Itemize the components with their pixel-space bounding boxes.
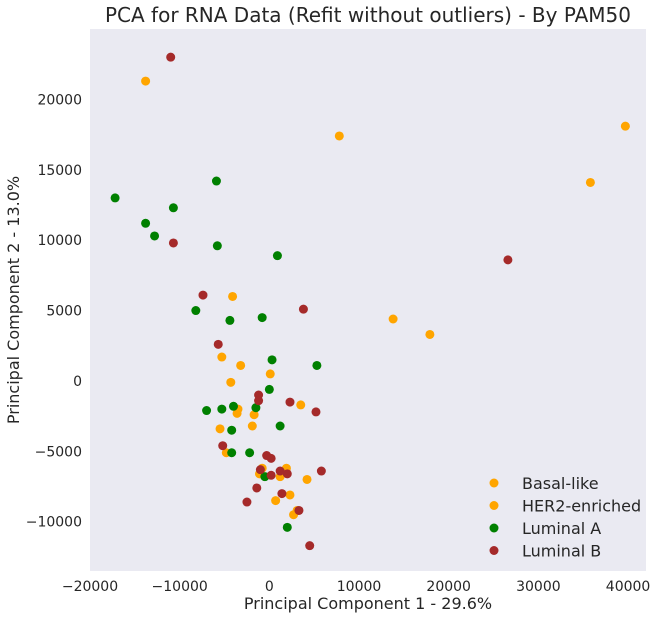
data-point bbox=[265, 369, 275, 379]
data-point bbox=[202, 406, 212, 416]
data-point bbox=[264, 384, 274, 394]
data-point bbox=[503, 255, 513, 265]
data-point bbox=[168, 203, 178, 213]
data-point bbox=[282, 522, 292, 532]
x-tick-label: −20000 bbox=[62, 579, 118, 595]
data-point bbox=[247, 421, 257, 431]
data-point bbox=[168, 238, 178, 248]
legend: Basal-like HER2-enriched Luminal A Luminal … bbox=[489, 474, 641, 561]
legend-label: Basal-like bbox=[522, 474, 599, 493]
data-point bbox=[217, 352, 227, 362]
x-tick-label: −10000 bbox=[152, 579, 208, 595]
legend-label: HER2-enriched bbox=[522, 497, 641, 516]
data-point bbox=[294, 505, 304, 515]
legend-label: Luminal B bbox=[522, 542, 601, 561]
data-point bbox=[285, 490, 295, 500]
data-point bbox=[228, 291, 238, 301]
legend-label: Luminal A bbox=[522, 519, 601, 538]
y-tick-label: 10000 bbox=[37, 233, 82, 249]
data-point bbox=[302, 474, 312, 484]
data-point bbox=[266, 470, 276, 480]
x-tick-label: 30000 bbox=[516, 579, 561, 595]
data-point bbox=[272, 251, 282, 261]
data-point bbox=[275, 421, 285, 431]
data-point bbox=[215, 424, 225, 434]
data-point bbox=[245, 448, 255, 458]
data-point bbox=[212, 241, 222, 251]
data-point bbox=[585, 177, 595, 187]
data-point bbox=[285, 397, 295, 407]
data-point bbox=[312, 360, 322, 370]
data-point bbox=[141, 218, 151, 228]
data-point bbox=[141, 76, 151, 86]
data-point bbox=[388, 314, 398, 324]
data-point bbox=[249, 410, 259, 420]
data-point bbox=[425, 329, 435, 339]
data-point bbox=[227, 448, 237, 458]
data-point bbox=[334, 131, 344, 141]
legend-marker bbox=[489, 478, 499, 488]
x-axis-label: Principal Component 1 - 29.6% bbox=[244, 594, 492, 613]
y-tick-label: 15000 bbox=[37, 163, 82, 179]
data-point bbox=[305, 541, 315, 551]
y-axis-ticks: −10000 −5000 0 5000 10000 15000 20000 bbox=[26, 92, 82, 530]
data-point bbox=[242, 497, 252, 507]
data-point bbox=[213, 339, 223, 349]
y-axis-label: Principal Component 2 - 13.0% bbox=[4, 176, 23, 424]
data-point bbox=[166, 52, 176, 62]
data-point bbox=[232, 408, 242, 418]
data-point bbox=[282, 469, 292, 479]
data-point bbox=[296, 400, 306, 410]
x-tick-label: 20000 bbox=[426, 579, 471, 595]
data-point bbox=[198, 290, 208, 300]
x-tick-label: 40000 bbox=[606, 579, 651, 595]
data-point bbox=[150, 231, 160, 241]
data-point bbox=[252, 483, 262, 493]
x-tick-label: 10000 bbox=[337, 579, 382, 595]
data-point bbox=[218, 441, 228, 451]
y-tick-label: 5000 bbox=[46, 304, 82, 320]
chart-title: PCA for RNA Data (Refit without outliers… bbox=[105, 3, 631, 27]
y-tick-label: −10000 bbox=[26, 515, 82, 531]
data-point bbox=[227, 425, 237, 435]
data-point bbox=[236, 360, 246, 370]
data-point bbox=[271, 496, 281, 506]
data-point bbox=[110, 193, 120, 203]
data-points bbox=[110, 52, 630, 551]
legend-marker bbox=[489, 523, 499, 533]
data-point bbox=[255, 465, 265, 475]
y-tick-label: −5000 bbox=[35, 444, 82, 460]
data-point bbox=[228, 401, 238, 411]
y-tick-label: 0 bbox=[73, 374, 82, 390]
x-axis-ticks: −20000 −10000 0 10000 20000 30000 40000 bbox=[62, 579, 650, 595]
data-point bbox=[257, 313, 267, 323]
data-point bbox=[311, 407, 321, 417]
data-point bbox=[298, 304, 308, 314]
plot-area bbox=[90, 29, 646, 571]
data-point bbox=[217, 404, 227, 414]
data-point bbox=[251, 403, 261, 413]
y-tick-label: 20000 bbox=[37, 92, 82, 108]
data-point bbox=[266, 453, 276, 463]
data-point bbox=[267, 355, 277, 365]
data-point bbox=[316, 466, 326, 476]
data-point bbox=[211, 176, 221, 186]
data-point bbox=[191, 306, 201, 316]
data-point bbox=[225, 315, 235, 325]
data-point bbox=[275, 466, 285, 476]
legend-marker bbox=[489, 501, 499, 510]
data-point bbox=[620, 121, 630, 131]
legend-marker bbox=[489, 546, 499, 555]
data-point bbox=[226, 377, 236, 387]
data-point bbox=[254, 396, 264, 406]
data-point bbox=[277, 489, 287, 499]
x-tick-label: 0 bbox=[265, 579, 274, 595]
